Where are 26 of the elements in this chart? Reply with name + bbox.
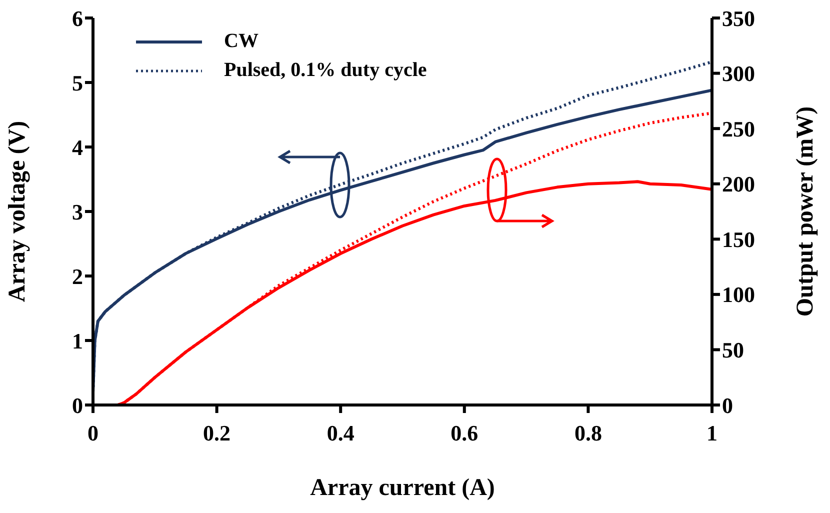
x-tick-label: 0.4 (326, 420, 354, 446)
y-tick-label: 1 (72, 328, 83, 354)
y2-tick-label: 100 (722, 282, 755, 308)
x-axis-title: Array current (A) (310, 475, 495, 501)
x-tick-label: 0.8 (574, 420, 602, 446)
x-tick-label: 0.2 (203, 420, 231, 446)
y2-tick-label: 0 (722, 392, 733, 418)
legend-label: CW (224, 30, 258, 53)
y-tick-label: 5 (72, 70, 83, 96)
y-tick-label: 4 (72, 134, 83, 160)
y2-axis-title: Output power (mW) (792, 106, 819, 317)
y2-tick-label: 200 (722, 172, 755, 197)
x-tick-label: 1 (706, 420, 718, 446)
y2-tick-label: 350 (722, 6, 755, 31)
y-tick-label: 6 (72, 6, 83, 31)
x-tick-label: 0 (88, 420, 98, 446)
legend-label: Pulsed, 0.1% duty cycle (224, 59, 427, 82)
y2-tick-label: 250 (722, 116, 755, 142)
y2-tick-label: 300 (722, 61, 755, 86)
y-tick-label: 0 (72, 392, 83, 418)
y-tick-label: 3 (72, 199, 83, 224)
y2-tick-label: 150 (722, 226, 755, 252)
y2-tick-label: 50 (722, 338, 744, 363)
y-axis-title: Array voltage (V) (4, 120, 31, 302)
x-tick-label: 0.6 (450, 420, 478, 446)
y-tick-label: 2 (72, 264, 83, 289)
